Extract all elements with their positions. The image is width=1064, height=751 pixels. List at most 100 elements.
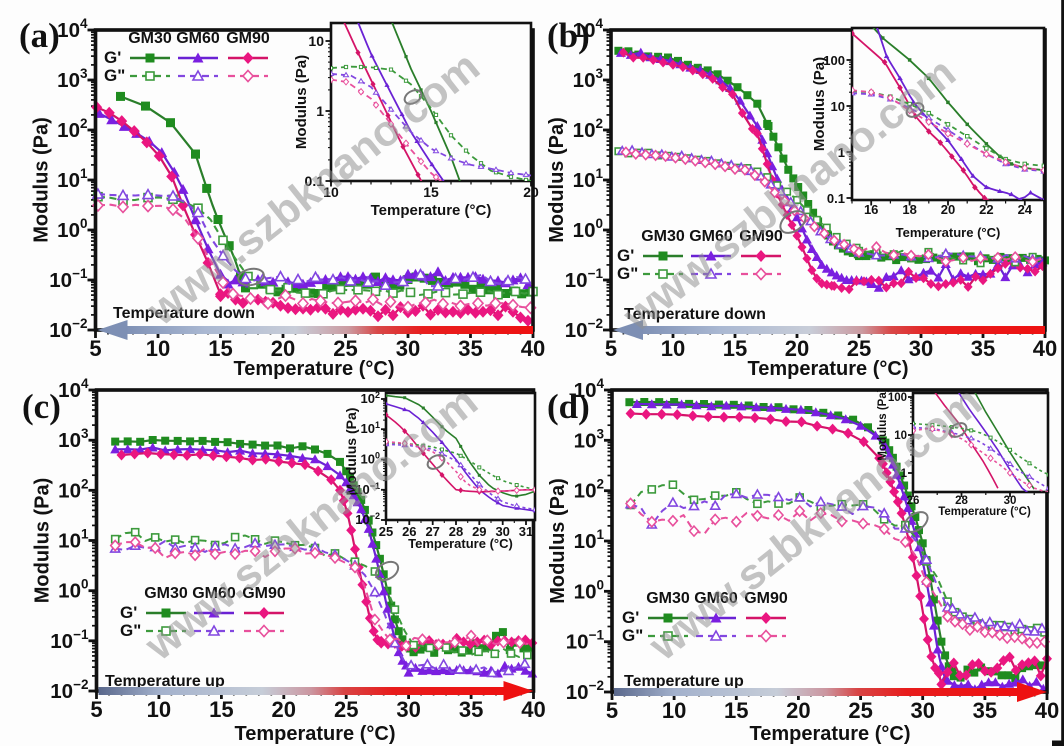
svg-text:27: 27 [425,524,439,539]
svg-text:Modulus (Pa): Modulus (Pa) [343,408,359,496]
svg-text:10: 10 [146,336,170,361]
svg-text:(c): (c) [22,387,61,426]
svg-text:25: 25 [848,698,872,723]
svg-text:G': G' [617,246,634,265]
svg-text:30: 30 [1004,495,1017,507]
svg-text:16: 16 [864,202,878,217]
svg-text:28: 28 [449,524,463,539]
svg-text:GM90: GM90 [242,585,286,602]
svg-text:GM60: GM60 [694,590,738,607]
svg-text:28: 28 [955,495,968,507]
svg-text:20: 20 [941,202,955,217]
svg-text:20: 20 [272,697,296,722]
svg-text:G': G' [622,608,639,627]
svg-text:10: 10 [308,33,324,49]
svg-text:35: 35 [973,698,997,723]
svg-text:10−2: 10−2 [566,678,604,704]
svg-text:25: 25 [334,697,358,722]
svg-text:Temperature (°C): Temperature (°C) [896,225,1001,240]
svg-text:Modulus (Pa): Modulus (Pa) [546,117,568,243]
svg-text:15: 15 [723,336,747,361]
svg-text:Temperature (°C): Temperature (°C) [234,358,395,380]
svg-text:G": G" [617,264,638,283]
svg-text:10: 10 [661,336,685,361]
svg-text:1: 1 [838,145,845,160]
svg-text:Modulus (Pa): Modulus (Pa) [877,388,889,460]
svg-text:30: 30 [396,336,420,361]
svg-text:Temperature up: Temperature up [105,673,225,690]
svg-text:GM90: GM90 [739,228,783,245]
svg-text:40: 40 [521,336,545,361]
svg-text:0.1: 0.1 [305,173,325,189]
svg-text:100: 100 [823,53,845,68]
svg-text:Modulus (Pa): Modulus (Pa) [293,55,310,149]
svg-text:1: 1 [316,103,324,119]
svg-text:100: 100 [888,392,907,404]
svg-text:10: 10 [147,697,171,722]
svg-text:31: 31 [519,524,533,539]
svg-text:(a): (a) [19,16,60,55]
svg-text:35: 35 [459,697,483,722]
svg-text:10−2: 10−2 [49,316,87,342]
svg-text:G": G" [622,626,643,645]
svg-text:40: 40 [521,697,545,722]
svg-text:Modulus (Pa): Modulus (Pa) [31,117,53,243]
svg-text:30: 30 [396,697,420,722]
svg-text:5: 5 [89,336,101,361]
svg-text:5: 5 [90,697,102,722]
svg-text:Modulus (Pa): Modulus (Pa) [811,57,828,151]
svg-text:GM60: GM60 [689,228,733,245]
svg-text:G': G' [120,603,137,622]
svg-text:G": G" [104,66,125,85]
svg-text:10: 10 [831,99,845,114]
svg-text:Temperature (°C): Temperature (°C) [408,536,513,551]
svg-text:GM60: GM60 [192,585,236,602]
svg-text:Modulus (Pa): Modulus (Pa) [32,478,54,604]
svg-text:24: 24 [1018,202,1033,217]
svg-text:5: 5 [605,336,617,361]
svg-text:Temperature (°C): Temperature (°C) [235,723,396,745]
svg-text:35: 35 [458,336,482,361]
svg-text:20: 20 [523,184,539,200]
svg-text:30: 30 [910,698,934,723]
svg-text:25: 25 [333,336,357,361]
svg-text:5: 5 [606,698,618,723]
svg-text:20: 20 [785,336,809,361]
svg-text:GM30: GM30 [144,585,188,602]
svg-text:20: 20 [271,336,295,361]
svg-text:18: 18 [902,202,916,217]
svg-text:15: 15 [209,697,233,722]
svg-text:Temperature (°C): Temperature (°C) [371,202,492,219]
svg-text:15: 15 [208,336,232,361]
svg-text:26: 26 [907,495,920,507]
svg-text:20: 20 [786,698,810,723]
svg-text:26: 26 [402,524,416,539]
svg-text:25: 25 [379,524,393,539]
svg-text:35: 35 [971,336,995,361]
svg-text:Temperature (°C): Temperature (°C) [750,723,911,745]
svg-text:40: 40 [1033,336,1057,361]
svg-text:(d): (d) [547,387,590,426]
svg-text:Temperature up: Temperature up [624,673,744,690]
svg-text:G': G' [104,48,121,67]
svg-text:15: 15 [724,698,748,723]
svg-text:10: 10 [662,698,686,723]
svg-text:GM60: GM60 [176,30,220,47]
svg-text:10: 10 [894,430,907,442]
svg-text:1: 1 [901,468,908,480]
svg-text:25: 25 [847,336,871,361]
svg-text:GM30: GM30 [128,30,172,47]
svg-text:0.1: 0.1 [827,191,845,206]
svg-text:(b): (b) [547,16,590,55]
svg-text:Temperature (°C): Temperature (°C) [748,358,909,380]
svg-text:G": G" [120,621,141,640]
svg-text:GM90: GM90 [226,30,270,47]
svg-text:Modulus (Pa): Modulus (Pa) [547,478,569,604]
svg-text:30: 30 [909,336,933,361]
svg-text:Temperature down: Temperature down [624,306,766,323]
svg-text:GM90: GM90 [744,590,788,607]
svg-text:22: 22 [979,202,993,217]
svg-text:10: 10 [323,184,339,200]
svg-text:29: 29 [472,524,486,539]
svg-text:GM30: GM30 [646,590,690,607]
